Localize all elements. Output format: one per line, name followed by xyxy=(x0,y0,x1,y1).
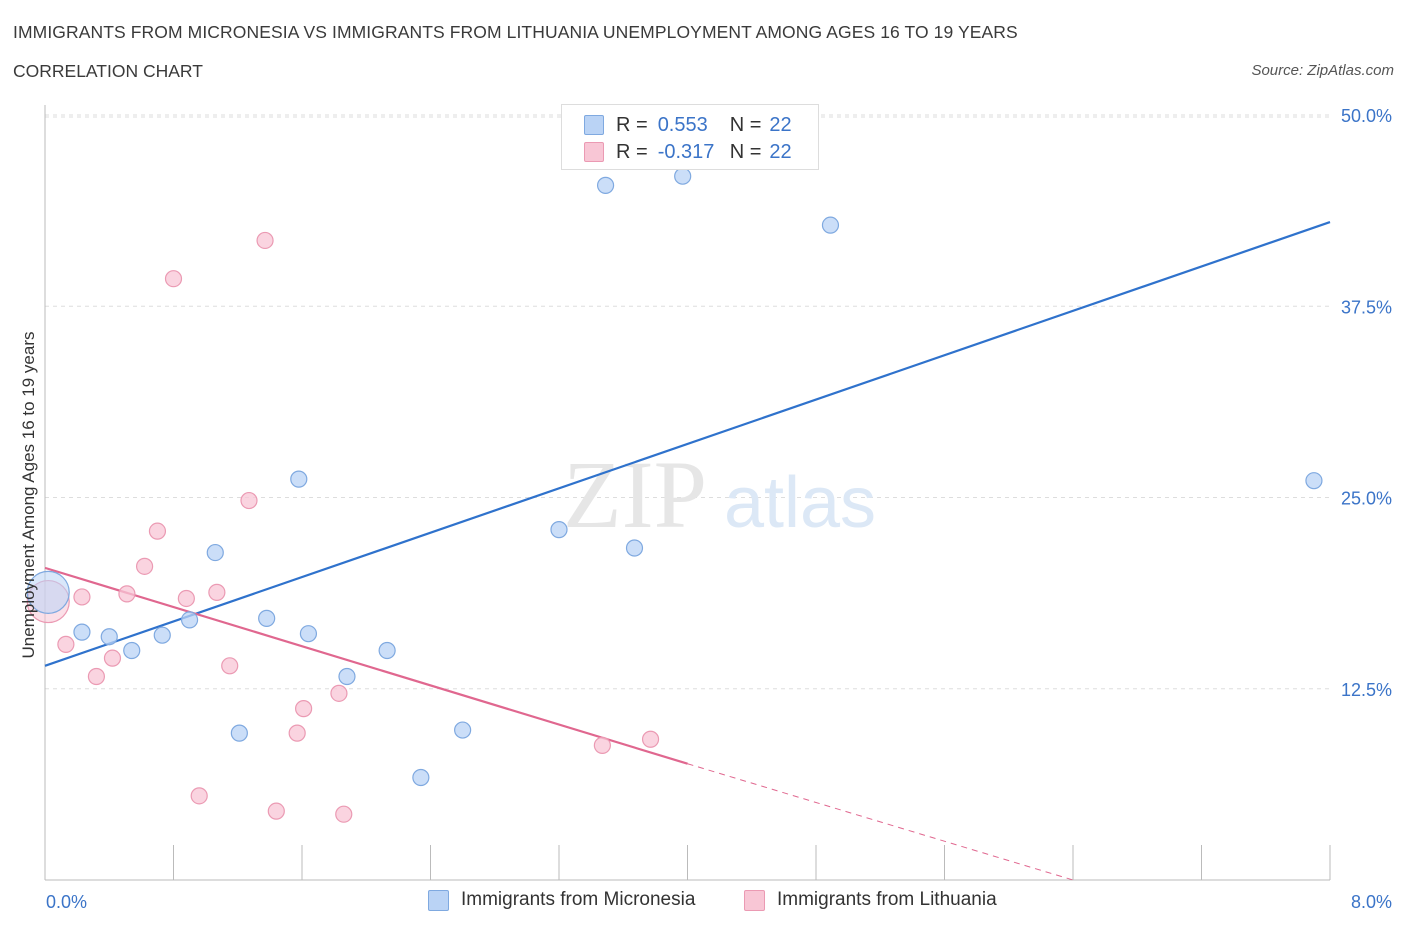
micronesia-point xyxy=(550,521,568,539)
chart-subtitle: CORRELATION CHART xyxy=(13,61,203,81)
axes xyxy=(44,105,1331,881)
y-tick-label: 37.5% xyxy=(1341,297,1392,317)
micronesia-point xyxy=(1305,472,1323,490)
legend-item-micronesia: Immigrants from Micronesia xyxy=(428,889,695,911)
trend-lines xyxy=(44,221,1331,881)
lithuania-point xyxy=(118,585,136,603)
micronesia-point xyxy=(258,609,276,627)
lithuania-point xyxy=(57,635,75,653)
correlation-legend: R = 0.553 N = 22 R = -0.317 N = 22 xyxy=(561,104,819,170)
n-value-micronesia: 22 xyxy=(769,113,792,136)
lithuania-point xyxy=(148,522,167,540)
gridlines xyxy=(45,114,1330,690)
y-tick-label: 12.5% xyxy=(1341,680,1392,700)
lithuania-point xyxy=(73,588,91,606)
micronesia-point xyxy=(123,641,141,660)
n-label: N = xyxy=(729,113,762,136)
lithuania-point xyxy=(177,589,195,608)
lithuania-point xyxy=(135,557,154,575)
r-value-lithuania: -0.317 xyxy=(657,140,715,163)
micronesia-point xyxy=(153,626,171,644)
tick-labels: 12.5% 25.0% 37.5% 50.0% 0.0% 8.0% xyxy=(46,106,1392,912)
lithuania-point xyxy=(295,700,313,718)
lithuania-point xyxy=(593,736,611,754)
micronesia-point xyxy=(290,470,308,488)
micronesia-point xyxy=(73,623,91,641)
lithuania-point xyxy=(267,802,285,820)
micronesia-trend-line xyxy=(44,221,1331,667)
micronesia-point xyxy=(821,216,840,234)
micronesia-point xyxy=(338,667,356,686)
lithuania-point xyxy=(87,667,106,686)
lithuania-point xyxy=(190,787,208,805)
y-axis-label: Unemployment Among Ages 16 to 19 years xyxy=(19,332,38,659)
lithuania-point xyxy=(240,491,258,510)
watermark-zip: ZIP xyxy=(563,441,707,548)
lithuania-point xyxy=(208,583,226,601)
watermark-atlas: atlas xyxy=(724,463,876,543)
r-label: R = xyxy=(616,113,648,136)
micronesia-point xyxy=(180,611,199,629)
lithuania-legend-label: Immigrants from Lithuania xyxy=(777,889,997,910)
n-label: N = xyxy=(729,140,762,163)
lithuania-point xyxy=(335,805,353,823)
micronesia-swatch xyxy=(584,115,604,135)
lithuania-point xyxy=(641,730,660,748)
micronesia-point xyxy=(596,176,615,194)
source-note: Source: ZipAtlas.com xyxy=(1251,62,1394,79)
micronesia-point xyxy=(230,724,248,742)
r-label: R = xyxy=(616,140,648,163)
lithuania-swatch xyxy=(584,142,604,162)
n-value-lithuania: 22 xyxy=(769,140,792,163)
lithuania-point xyxy=(330,684,348,702)
legend-row-micronesia: R = 0.553 N = 22 xyxy=(584,113,792,137)
lithuania-point xyxy=(288,724,306,742)
micronesia-legend-label: Immigrants from Micronesia xyxy=(461,889,696,910)
micronesia-point xyxy=(100,628,118,646)
micronesia-point xyxy=(412,768,430,787)
micronesia-point xyxy=(454,721,472,739)
lithuania-point xyxy=(221,657,239,675)
micronesia-point xyxy=(299,625,318,643)
lithuania-point xyxy=(256,231,274,250)
r-value-micronesia: 0.553 xyxy=(657,113,708,136)
y-tick-label: 25.0% xyxy=(1341,489,1392,509)
y-tick-label: 50.0% xyxy=(1341,106,1392,126)
x-tick-label-max: 8.0% xyxy=(1351,892,1392,912)
lithuania-point xyxy=(103,649,122,667)
legend-row-lithuania: R = -0.317 N = 22 xyxy=(584,140,792,164)
chart-title: IMMIGRANTS FROM MICRONESIA VS IMMIGRANTS… xyxy=(13,22,1018,42)
micronesia-point xyxy=(625,539,644,557)
lithuania-legend-swatch xyxy=(744,889,765,911)
lithuania-point xyxy=(164,270,183,288)
legend-item-lithuania: Immigrants from Lithuania xyxy=(744,889,997,911)
micronesia-point xyxy=(26,570,70,614)
micronesia-point xyxy=(206,543,224,562)
micronesia-legend-swatch xyxy=(428,889,449,911)
lithuania-trend-line xyxy=(44,566,688,765)
micronesia-point xyxy=(378,641,396,660)
data-points xyxy=(26,149,1323,823)
lithuania-trend-extension xyxy=(687,763,1074,881)
micronesia-point xyxy=(674,167,692,185)
x-tick-label-min: 0.0% xyxy=(46,892,87,912)
